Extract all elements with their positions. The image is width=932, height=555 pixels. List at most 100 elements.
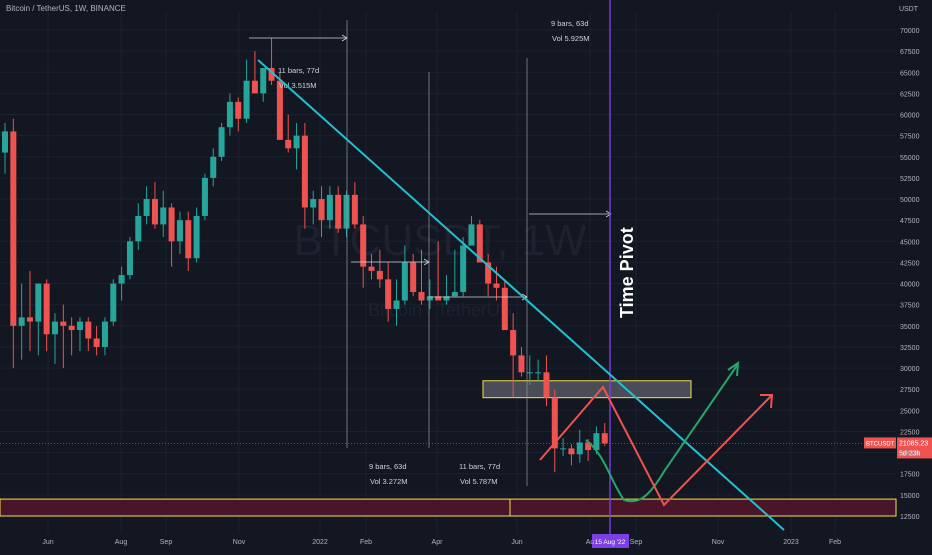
candle — [351, 182, 358, 229]
price-tick: 42500 — [900, 260, 920, 267]
candle — [451, 249, 458, 297]
candle — [210, 148, 217, 187]
candle — [118, 266, 125, 301]
candle-body — [385, 279, 392, 309]
candle — [576, 429, 583, 463]
candle — [60, 304, 67, 369]
candle — [168, 203, 175, 267]
candle — [326, 186, 333, 229]
candle — [310, 190, 317, 225]
grid — [0, 12, 896, 534]
price-tick: 40000 — [900, 282, 920, 289]
price-tick: 55000 — [900, 155, 920, 162]
candle — [551, 389, 558, 473]
candle — [251, 51, 258, 94]
candle — [243, 59, 250, 123]
candle-body — [251, 80, 258, 94]
symbol-tag — [864, 437, 896, 449]
price-tick: 52500 — [900, 176, 920, 183]
time-tick: Feb — [360, 539, 372, 546]
candle — [201, 173, 208, 221]
candle-body — [318, 199, 325, 221]
candle-body — [493, 283, 500, 288]
candle — [176, 211, 183, 254]
time-tick: Aug — [115, 539, 128, 546]
candle-body — [85, 321, 92, 339]
time-tick: Apr — [432, 539, 444, 546]
resistance-zone — [482, 380, 692, 399]
annotation-vol: Vol 5.925M — [552, 34, 590, 43]
price-tick: 12500 — [900, 514, 920, 521]
price-tick: 57500 — [900, 134, 920, 141]
time-tick: Jun — [511, 539, 522, 546]
projection-green-head — [727, 360, 740, 377]
candle — [385, 262, 392, 322]
candle-body — [401, 262, 408, 301]
candle — [435, 241, 442, 301]
candle — [2, 122, 8, 174]
candle-body — [343, 194, 350, 229]
candle — [293, 122, 300, 170]
candle-body — [451, 292, 458, 297]
annotation-vol: Vol 5.787M — [460, 477, 498, 486]
candle — [360, 215, 367, 288]
candle — [510, 313, 517, 398]
candle-body — [518, 355, 525, 373]
annotation-bars: 9 bars, 63d — [551, 19, 589, 28]
time-tick: Nov — [233, 539, 246, 546]
candle — [218, 122, 225, 162]
candle — [285, 114, 292, 153]
candle — [185, 211, 192, 271]
price-tick: 70000 — [900, 28, 920, 35]
candle-body — [268, 68, 275, 81]
measure-arrow-4-head — [605, 210, 612, 218]
support-zone — [0, 498, 897, 517]
candle-body — [576, 442, 583, 455]
candle-body — [293, 135, 300, 149]
price-tick: 47500 — [900, 218, 920, 225]
candle-body — [176, 220, 183, 242]
candle-body — [335, 194, 342, 229]
price-tick: 17500 — [900, 472, 920, 479]
candle-body — [593, 433, 600, 451]
candle-body — [426, 296, 433, 301]
candle-body — [560, 448, 567, 450]
candle-body — [101, 321, 108, 347]
price-tick: 32500 — [900, 345, 920, 352]
date-marker-text: 15 Aug '22 — [595, 539, 626, 546]
candle-body — [10, 131, 17, 326]
candle — [143, 186, 150, 225]
candle-body — [168, 207, 175, 242]
candle-body — [76, 321, 83, 331]
annotation-bars: 9 bars, 63d — [369, 462, 407, 471]
candle-body — [276, 80, 283, 140]
candle-body — [485, 262, 492, 284]
candle — [76, 317, 83, 352]
price-tick: 37500 — [900, 303, 920, 310]
candle-body — [151, 199, 158, 225]
price-tick: 27500 — [900, 387, 920, 394]
candle-body — [535, 372, 542, 374]
candle-body — [551, 397, 558, 449]
candle — [235, 97, 242, 132]
annotation-vol: Vol 3.272M — [370, 477, 408, 486]
candle-body — [35, 283, 42, 322]
candle — [85, 317, 92, 352]
candle — [460, 237, 467, 297]
measure-arrow-2-head — [423, 258, 430, 266]
candle-body — [143, 199, 150, 216]
candle — [426, 279, 433, 309]
price-tag — [897, 437, 932, 459]
candle — [601, 423, 608, 446]
candle-body — [193, 215, 200, 259]
candle — [301, 122, 308, 229]
candle — [126, 237, 133, 280]
price-tick: 62500 — [900, 91, 920, 98]
candle — [101, 317, 108, 356]
candle-body — [460, 245, 467, 293]
candle-body — [201, 177, 208, 216]
candle-body — [310, 199, 317, 208]
candle — [135, 203, 142, 250]
